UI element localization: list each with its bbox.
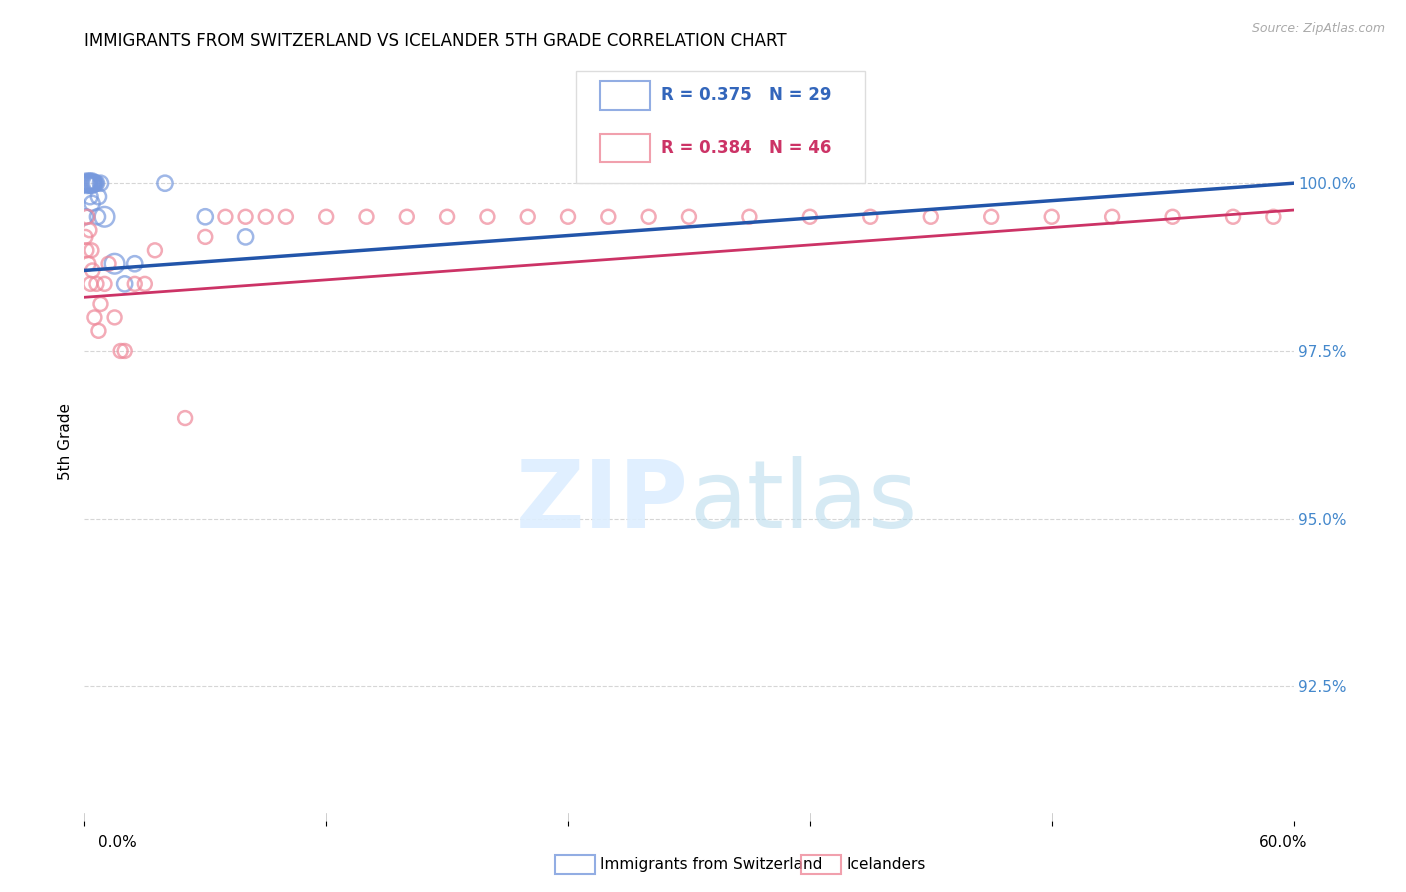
Point	[76, 176, 98, 190]
Point	[84, 176, 107, 190]
Point	[114, 277, 136, 291]
Point	[80, 176, 103, 190]
Point	[80, 196, 103, 211]
Text: R = 0.375   N = 29: R = 0.375 N = 29	[661, 87, 831, 104]
Point	[80, 244, 103, 258]
Text: atlas: atlas	[689, 456, 917, 549]
Point	[83, 176, 105, 190]
Point	[143, 244, 166, 258]
Point	[104, 310, 127, 325]
Point	[1222, 210, 1244, 224]
Point	[80, 176, 103, 190]
Point	[89, 176, 111, 190]
Point	[235, 230, 257, 244]
Point	[214, 210, 236, 224]
Point	[799, 210, 821, 224]
Point	[82, 176, 104, 190]
Point	[1040, 210, 1063, 224]
Text: ZIP: ZIP	[516, 456, 689, 549]
Point	[356, 210, 378, 224]
Point	[97, 257, 120, 271]
Point	[110, 343, 132, 358]
Point	[77, 176, 100, 190]
Point	[82, 263, 104, 277]
Point	[79, 277, 101, 291]
Text: Icelanders: Icelanders	[846, 857, 925, 871]
Point	[637, 210, 659, 224]
Point	[557, 210, 579, 224]
Point	[194, 230, 217, 244]
Point	[87, 189, 110, 203]
Point	[738, 210, 761, 224]
Point	[477, 210, 499, 224]
Point	[75, 244, 97, 258]
Point	[93, 277, 115, 291]
Point	[93, 210, 115, 224]
Point	[315, 210, 337, 224]
Point	[79, 176, 101, 190]
Point	[859, 210, 882, 224]
Point	[274, 210, 297, 224]
Point	[75, 176, 97, 190]
Point	[194, 210, 217, 224]
Point	[86, 210, 108, 224]
Point	[395, 210, 418, 224]
Point	[86, 176, 108, 190]
Text: Source: ZipAtlas.com: Source: ZipAtlas.com	[1251, 22, 1385, 36]
Point	[1101, 210, 1123, 224]
Point	[76, 210, 98, 224]
Text: Immigrants from Switzerland: Immigrants from Switzerland	[600, 857, 823, 871]
Point	[598, 210, 620, 224]
Point	[77, 176, 100, 190]
Point	[980, 210, 1002, 224]
Point	[77, 257, 100, 271]
Point	[1263, 210, 1285, 224]
Point	[124, 277, 146, 291]
Point	[76, 176, 98, 190]
Point	[134, 277, 156, 291]
Point	[1161, 210, 1184, 224]
Point	[82, 176, 104, 190]
Point	[920, 210, 942, 224]
Point	[436, 210, 458, 224]
Point	[104, 257, 127, 271]
Point	[516, 210, 538, 224]
Point	[79, 223, 101, 237]
Text: IMMIGRANTS FROM SWITZERLAND VS ICELANDER 5TH GRADE CORRELATION CHART: IMMIGRANTS FROM SWITZERLAND VS ICELANDER…	[84, 32, 787, 50]
Point	[153, 176, 176, 190]
Text: 0.0%: 0.0%	[98, 836, 138, 850]
Point	[124, 257, 146, 271]
Point	[174, 411, 197, 425]
Text: R = 0.384   N = 46: R = 0.384 N = 46	[661, 139, 831, 157]
Point	[86, 277, 108, 291]
Point	[83, 310, 105, 325]
Point	[87, 324, 110, 338]
Point	[235, 210, 257, 224]
Point	[114, 343, 136, 358]
Point	[79, 189, 101, 203]
Text: 60.0%: 60.0%	[1260, 836, 1308, 850]
Point	[79, 176, 101, 190]
Point	[75, 230, 97, 244]
Point	[89, 297, 111, 311]
Point	[254, 210, 277, 224]
Point	[77, 176, 100, 190]
Point	[678, 210, 700, 224]
Point	[75, 210, 97, 224]
Point	[82, 176, 104, 190]
Y-axis label: 5th Grade: 5th Grade	[58, 403, 73, 480]
